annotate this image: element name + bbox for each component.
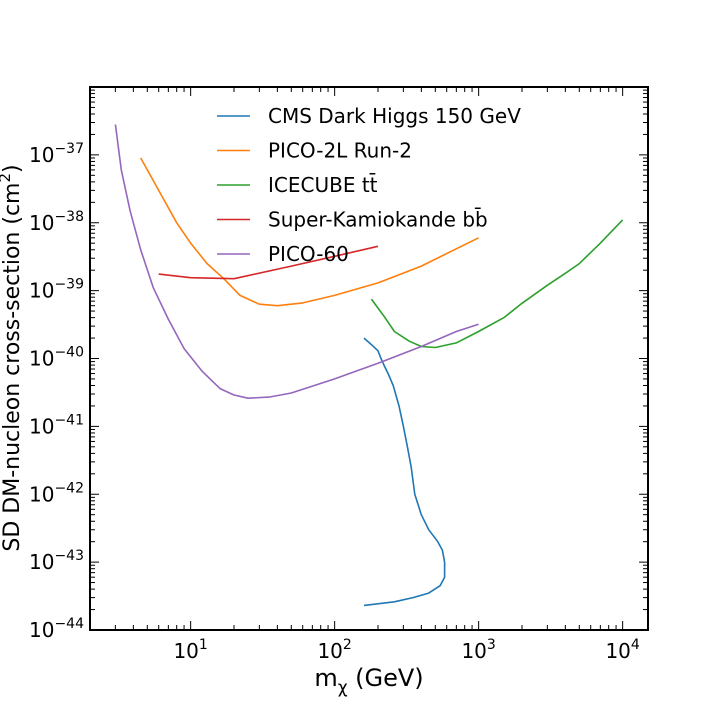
legend-label-2: ICECUBE tt̄ bbox=[268, 172, 378, 197]
x-tick-label: 103 bbox=[461, 637, 495, 663]
y-tick-label: 10−40 bbox=[29, 345, 84, 371]
series-line-2 bbox=[370, 219, 624, 349]
y-tick-label: 10−43 bbox=[29, 548, 84, 574]
y-tick-label: 10−42 bbox=[29, 480, 84, 506]
legend-label-4: PICO-60 bbox=[268, 242, 349, 266]
legend-item-0: CMS Dark Higgs 150 GeV bbox=[217, 104, 521, 128]
legend-item-3: Super-Kamiokande bb̄ bbox=[217, 207, 488, 232]
tick-labels: 101 102 103 104 10−44 10−43 10−42 10−41 10−40 10−… bbox=[29, 141, 640, 663]
y-tick-label: 10−38 bbox=[29, 209, 84, 235]
legend-label-0: CMS Dark Higgs 150 GeV bbox=[268, 104, 521, 128]
y-axis-label: SD DM-nucleon cross-section (cm2) bbox=[0, 164, 25, 551]
axis-ticks bbox=[89, 87, 648, 631]
y-tick-label: 10−44 bbox=[29, 616, 84, 642]
legend-item-1: PICO-2L Run-2 bbox=[217, 139, 412, 163]
legend-item-2: ICECUBE tt̄ bbox=[217, 172, 378, 197]
series-lines bbox=[114, 124, 624, 607]
x-tick-label: 102 bbox=[317, 637, 351, 663]
series-line-3 bbox=[158, 245, 379, 280]
x-tick-label: 104 bbox=[605, 637, 639, 663]
series-line-4 bbox=[114, 124, 479, 399]
legend: CMS Dark Higgs 150 GeV PICO-2L Run-2 ICECU… bbox=[217, 104, 521, 266]
x-tick-label: 101 bbox=[173, 637, 207, 663]
legend-label-1: PICO-2L Run-2 bbox=[268, 139, 412, 163]
y-tick-label: 10−41 bbox=[29, 412, 84, 438]
x-axis-label-subscript: χ bbox=[338, 678, 348, 698]
x-axis-label: mχ (GeV) bbox=[314, 664, 423, 698]
y-axis-label-superscript: 2 bbox=[0, 173, 14, 183]
series-line-1 bbox=[140, 157, 479, 307]
y-tick-label: 10−37 bbox=[29, 141, 84, 167]
series-line-0 bbox=[363, 337, 446, 607]
legend-item-4: PICO-60 bbox=[217, 242, 349, 266]
y-tick-label: 10−39 bbox=[29, 277, 84, 303]
legend-label-3: Super-Kamiokande bb̄ bbox=[268, 207, 488, 232]
